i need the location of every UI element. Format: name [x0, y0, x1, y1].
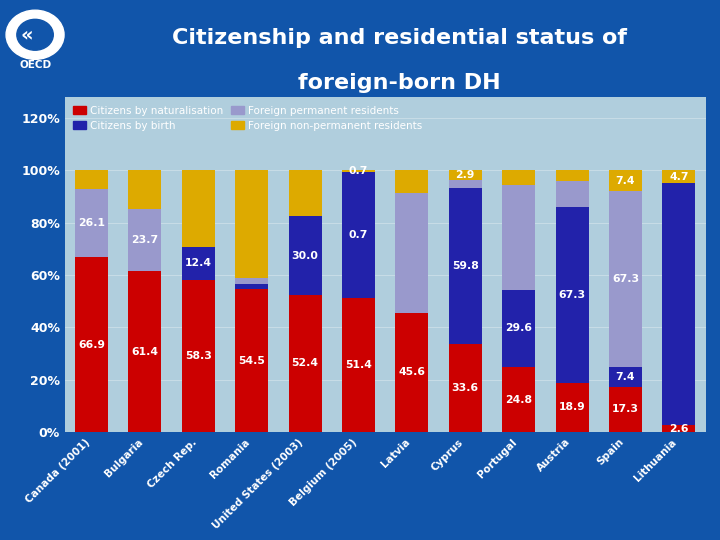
Bar: [235, 289, 269, 432]
Bar: [556, 206, 589, 382]
Bar: [289, 171, 322, 217]
Bar: [181, 280, 215, 432]
Text: 59.8: 59.8: [452, 261, 479, 271]
Text: 12.4: 12.4: [185, 258, 212, 268]
Bar: [609, 367, 642, 387]
Bar: [556, 382, 589, 432]
Text: 67.3: 67.3: [559, 289, 585, 300]
Text: 45.6: 45.6: [398, 367, 426, 377]
Bar: [556, 171, 589, 181]
Text: 2.9: 2.9: [456, 170, 475, 180]
Text: 18.9: 18.9: [559, 402, 585, 412]
Bar: [289, 295, 322, 432]
Bar: [181, 247, 215, 280]
Text: 26.1: 26.1: [78, 218, 105, 228]
Bar: [395, 313, 428, 432]
Bar: [395, 171, 428, 193]
Bar: [342, 172, 375, 298]
Bar: [449, 180, 482, 188]
Bar: [75, 257, 108, 432]
Text: OECD: OECD: [19, 60, 51, 70]
Text: 66.9: 66.9: [78, 340, 105, 349]
Bar: [502, 185, 535, 289]
Bar: [395, 193, 428, 313]
Text: 29.6: 29.6: [505, 323, 532, 333]
Circle shape: [17, 19, 53, 50]
Legend: Citizens by naturalisation, Citizens by birth, Foreign permanent residents, Fore: Citizens by naturalisation, Citizens by …: [70, 103, 426, 134]
Bar: [235, 278, 269, 284]
Bar: [342, 298, 375, 432]
Bar: [556, 181, 589, 206]
Bar: [289, 217, 322, 295]
Bar: [235, 171, 269, 278]
Bar: [449, 171, 482, 180]
Text: 7.4: 7.4: [616, 372, 635, 382]
Bar: [502, 367, 535, 432]
Bar: [128, 272, 161, 432]
Bar: [75, 171, 108, 189]
Bar: [662, 171, 696, 183]
Text: 67.3: 67.3: [612, 274, 639, 285]
Bar: [662, 183, 696, 425]
Bar: [609, 387, 642, 432]
Bar: [128, 210, 161, 272]
Bar: [502, 171, 535, 185]
Text: 0.7: 0.7: [348, 230, 368, 240]
Bar: [502, 289, 535, 367]
Bar: [235, 284, 269, 289]
Bar: [609, 191, 642, 367]
Text: 24.8: 24.8: [505, 395, 532, 404]
Bar: [449, 344, 482, 432]
Text: 61.4: 61.4: [132, 347, 158, 357]
Circle shape: [6, 10, 64, 59]
Text: Citizenship and residential status of: Citizenship and residential status of: [172, 28, 627, 48]
Bar: [128, 171, 161, 210]
Bar: [75, 189, 108, 257]
Bar: [342, 171, 375, 172]
Bar: [181, 171, 215, 247]
Text: 54.5: 54.5: [238, 356, 265, 366]
Text: 7.4: 7.4: [616, 176, 635, 186]
Text: «: «: [20, 25, 33, 44]
Text: foreign-born DH: foreign-born DH: [298, 73, 501, 93]
Text: 2.6: 2.6: [669, 423, 688, 434]
Text: 51.4: 51.4: [345, 360, 372, 370]
Text: 0.7: 0.7: [348, 166, 368, 177]
Text: 30.0: 30.0: [292, 251, 318, 261]
Text: 4.7: 4.7: [669, 172, 688, 181]
Text: 58.3: 58.3: [185, 351, 212, 361]
Text: 23.7: 23.7: [131, 235, 158, 245]
Text: 17.3: 17.3: [612, 404, 639, 414]
Bar: [449, 188, 482, 344]
Text: 33.6: 33.6: [451, 383, 479, 393]
Bar: [662, 425, 696, 432]
Text: 52.4: 52.4: [292, 359, 319, 368]
Bar: [609, 171, 642, 191]
